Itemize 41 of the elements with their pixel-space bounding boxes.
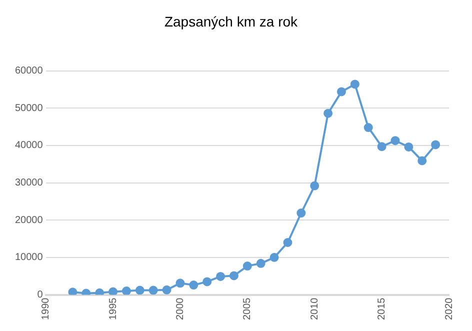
point <box>256 258 266 268</box>
point <box>135 286 144 295</box>
point <box>202 277 212 286</box>
point <box>95 288 104 295</box>
chart-title: Zapsaných km za rok <box>164 13 299 30</box>
y-tick-label: 60000 <box>14 66 44 77</box>
y-tick-label: 20000 <box>14 214 44 226</box>
point <box>390 136 400 146</box>
y-tick-label: 30000 <box>14 178 44 189</box>
point <box>283 238 292 247</box>
point <box>324 108 333 118</box>
point <box>350 80 360 89</box>
point <box>122 286 131 295</box>
point <box>404 142 414 152</box>
x-tick-label: 1995 <box>108 297 119 320</box>
point <box>216 272 226 281</box>
x-tick-label: 2010 <box>309 297 320 320</box>
y-tick-label: 50000 <box>14 102 44 114</box>
x-tick-label: 2020 <box>444 297 455 320</box>
point <box>229 271 238 280</box>
point <box>418 156 427 166</box>
y-tick-label: 40000 <box>14 140 44 152</box>
point <box>296 208 306 218</box>
x-tick-label: 2000 <box>174 297 186 320</box>
point <box>431 140 440 150</box>
point <box>242 262 252 271</box>
x-tick-label: 2005 <box>242 297 254 320</box>
point <box>364 123 373 132</box>
point <box>336 87 346 96</box>
point <box>189 280 198 290</box>
point <box>270 252 279 262</box>
point <box>176 278 185 288</box>
point <box>310 181 320 190</box>
point <box>108 287 118 295</box>
point <box>377 142 386 152</box>
x-tick-label: 1990 <box>40 297 52 320</box>
point <box>162 285 172 294</box>
x-tick-label: 2015 <box>376 297 388 320</box>
y-tick-label: 10000 <box>14 252 44 264</box>
point <box>68 288 78 295</box>
point <box>148 286 158 295</box>
